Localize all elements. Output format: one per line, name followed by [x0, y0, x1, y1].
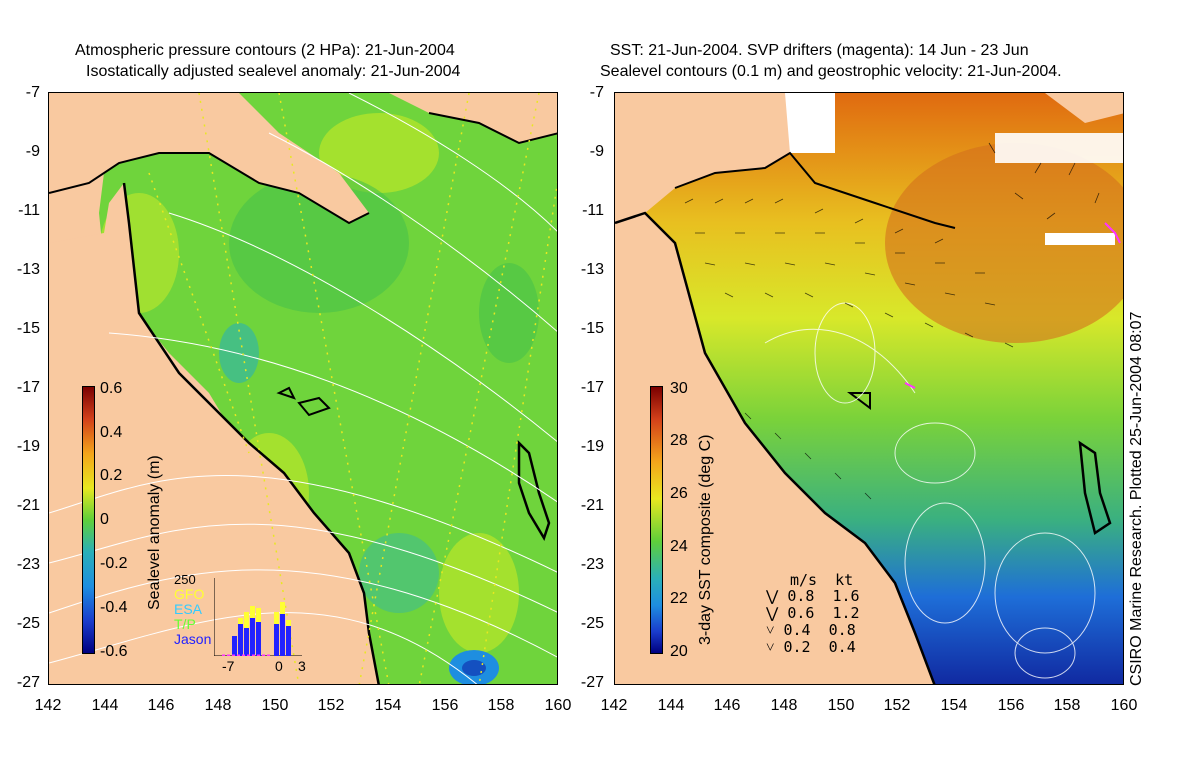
credit-text: CSIRO Marine Research. Plotted 25-Jun-20…: [1128, 311, 1145, 686]
lon-label: 160: [544, 697, 572, 714]
lat-label: -25: [580, 615, 604, 632]
speed-scale-row: ⋁ 0.6 1.2: [766, 604, 860, 622]
inset-legend-tp: T/P: [174, 616, 196, 632]
sealevel-colorbar-label: Sealevel anomaly (m): [146, 455, 163, 610]
lon-label: 146: [147, 697, 175, 714]
lat-label: -7: [25, 84, 40, 101]
lon-label: 152: [883, 697, 911, 714]
right-title-line1: SST: 21-Jun-2004. SVP drifters (magenta)…: [610, 42, 1029, 59]
lat-label: -27: [580, 674, 604, 691]
sst-map-panel: [614, 92, 1124, 685]
lat-label: -7: [589, 84, 604, 101]
lat-label: -17: [16, 379, 40, 396]
lon-label: 156: [997, 697, 1025, 714]
lat-label: -11: [18, 202, 40, 219]
inset-xtick: 0: [275, 658, 283, 674]
inset-legend-gfo: GFO: [174, 586, 205, 602]
speed-scale-header: m/s kt: [790, 571, 854, 589]
lon-label: 150: [261, 697, 289, 714]
lat-label: -19: [580, 438, 604, 455]
lon-label: 158: [487, 697, 515, 714]
colorbar-tick: -0.6: [100, 643, 128, 660]
colorbar-tick: -0.2: [100, 555, 128, 572]
speed-scale-row: ˅ 0.4 0.8: [766, 621, 856, 640]
lon-label: 144: [657, 697, 685, 714]
lat-label: -9: [25, 143, 40, 160]
arrow-icon: ˅: [766, 638, 784, 656]
inset-legend-jason: Jason: [174, 631, 212, 647]
speed-scale-value: 0.4 0.8: [783, 621, 856, 639]
lon-label: 158: [1053, 697, 1081, 714]
lat-label: -15: [580, 320, 604, 337]
lat-label: -11: [582, 202, 604, 219]
altimeter-inset: [213, 578, 302, 658]
inset-xtick: 3: [298, 658, 306, 674]
lon-label: 142: [34, 697, 62, 714]
sst-colorbar: [650, 386, 663, 654]
lat-label: -9: [589, 143, 604, 160]
speed-scale-value: 0.2 0.4: [783, 638, 856, 656]
lat-label: -17: [580, 379, 604, 396]
lon-label: 150: [827, 697, 855, 714]
colorbar-tick: 28: [670, 432, 688, 449]
colorbar-tick: 30: [670, 380, 688, 397]
arrow-icon: ⋁: [766, 587, 788, 605]
lat-label: -13: [580, 261, 604, 278]
lon-label: 154: [374, 697, 402, 714]
lat-label: -23: [580, 556, 604, 573]
colorbar-tick: 0: [100, 511, 109, 528]
colorbar-tick: 24: [670, 538, 688, 555]
colorbar-tick: 0.6: [100, 380, 123, 397]
lat-label: -27: [16, 674, 40, 691]
lon-label: 160: [1110, 697, 1138, 714]
lon-label: 148: [204, 697, 232, 714]
speed-scale-value: 0.8 1.6: [787, 587, 860, 605]
colorbar-tick: 0.2: [100, 467, 123, 484]
lat-label: -21: [580, 497, 604, 514]
colorbar-tick: 20: [670, 643, 688, 660]
inset-xtick: -7: [222, 658, 235, 674]
lon-label: 154: [940, 697, 968, 714]
left-title-line2: Isostatically adjusted sealevel anomaly:…: [86, 63, 461, 80]
arrow-icon: ⋁: [766, 604, 788, 622]
colorbar-tick: -0.4: [100, 599, 128, 616]
lat-label: -19: [16, 438, 40, 455]
lon-label: 142: [600, 697, 628, 714]
lon-label: 146: [713, 697, 741, 714]
lat-label: -25: [16, 615, 40, 632]
colorbar-tick: 0.4: [100, 424, 123, 441]
sealevel-map-panel: [48, 92, 558, 685]
speed-scale-row: ˅ 0.2 0.4: [766, 638, 856, 657]
inset-legend-esa: ESA: [174, 601, 203, 617]
sealevel-colorbar: [82, 386, 95, 654]
lat-label: -13: [16, 261, 40, 278]
arrow-icon: ˅: [766, 621, 784, 639]
sealevel-map: [49, 93, 557, 684]
lat-label: -23: [16, 556, 40, 573]
colorbar-tick: 26: [670, 485, 688, 502]
lon-label: 156: [431, 697, 459, 714]
sst-colorbar-label: 3-day SST composite (deg C): [697, 434, 714, 645]
lat-label: -15: [16, 320, 40, 337]
speed-scale-row: ⋁ 0.8 1.6: [766, 587, 860, 605]
left-title-line1: Atmospheric pressure contours (2 HPa): 2…: [75, 42, 455, 59]
speed-scale-value: 0.6 1.2: [787, 604, 860, 622]
inset-ymax: 250: [174, 572, 196, 587]
colorbar-tick: 22: [670, 590, 688, 607]
sst-map: [615, 93, 1123, 684]
right-title-line2: Sealevel contours (0.1 m) and geostrophi…: [600, 63, 1062, 80]
altimeter-histogram: [213, 578, 302, 658]
lon-label: 144: [91, 697, 119, 714]
lon-label: 152: [317, 697, 345, 714]
lat-label: -21: [16, 497, 40, 514]
lon-label: 148: [770, 697, 798, 714]
